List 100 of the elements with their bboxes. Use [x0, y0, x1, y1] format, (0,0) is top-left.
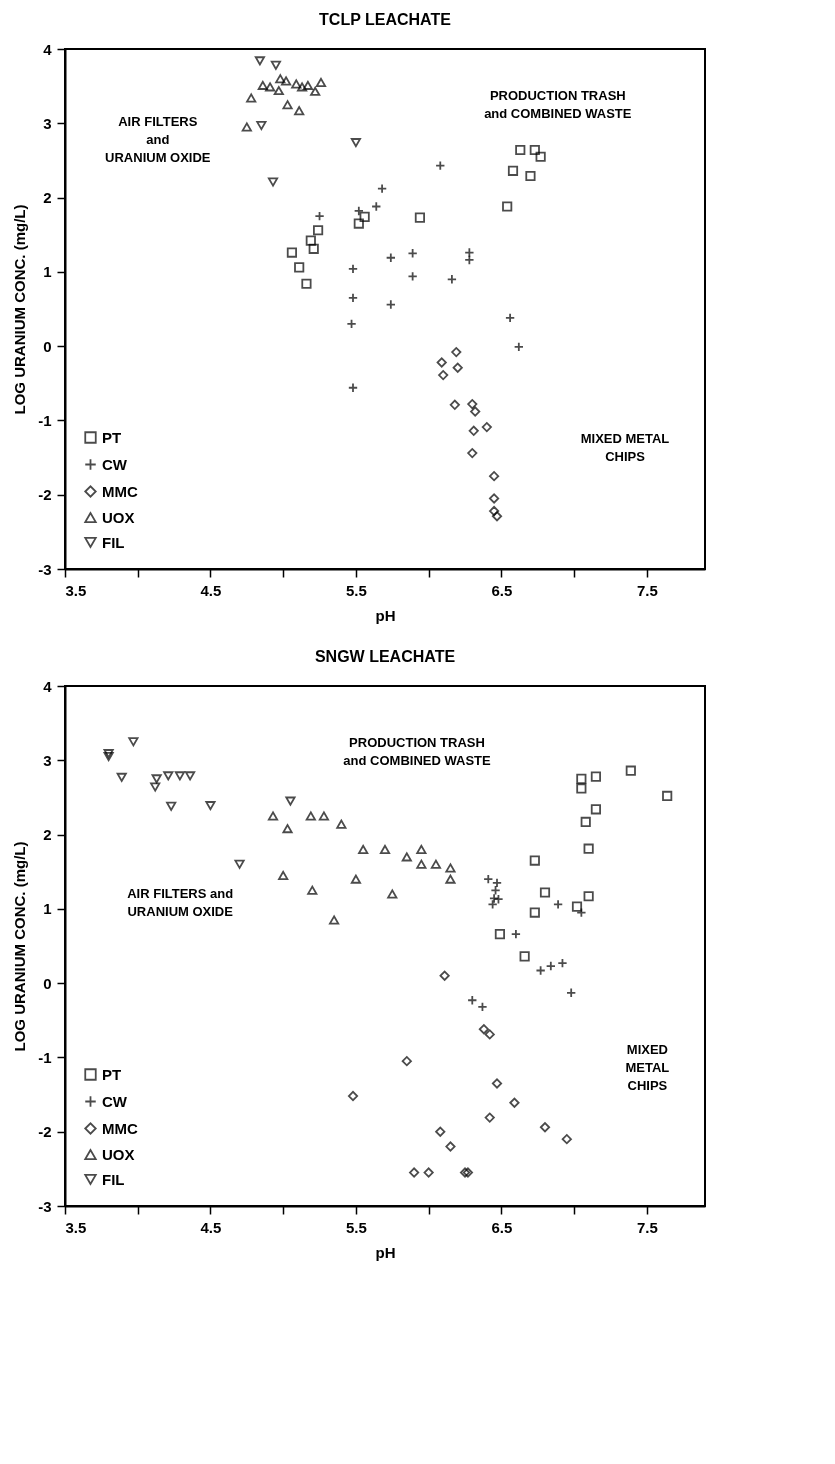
point — [387, 889, 398, 899]
x-tick-label: 3.5 — [65, 581, 87, 599]
y-tick-label: 1 — [43, 263, 52, 281]
legend-label: FIL — [102, 1170, 125, 1188]
point — [539, 887, 551, 898]
x-tick-label: 7.5 — [636, 1218, 658, 1236]
point — [423, 1167, 434, 1178]
point — [435, 1126, 446, 1137]
point — [128, 737, 139, 747]
point — [519, 951, 530, 962]
point — [535, 151, 546, 162]
point — [580, 816, 591, 828]
point — [285, 796, 296, 806]
point — [241, 122, 252, 132]
legend-label: PT — [102, 428, 122, 446]
point — [494, 929, 505, 940]
point — [445, 863, 456, 873]
y-tick-label: -3 — [38, 560, 52, 578]
y-tick-label: 3 — [43, 751, 52, 769]
point — [484, 1112, 495, 1123]
x-tick-label: 5.5 — [345, 1218, 367, 1236]
x-axis-title: pH — [375, 606, 396, 624]
x-tick-label: 3.5 — [65, 1218, 87, 1236]
point — [379, 844, 391, 854]
y-tick-label: 0 — [43, 337, 52, 355]
point — [576, 783, 587, 794]
x-tick-label: 6.5 — [491, 581, 513, 599]
point — [174, 771, 185, 781]
point — [401, 1056, 412, 1067]
point — [438, 370, 449, 381]
point — [163, 771, 174, 781]
point — [590, 771, 601, 782]
point — [452, 362, 463, 373]
y-tick-label: -3 — [38, 1197, 52, 1215]
legend-label: UOX — [102, 1145, 135, 1163]
x-tick-label: 7.5 — [636, 581, 658, 599]
point — [571, 901, 583, 912]
point — [502, 201, 513, 212]
y-tick-label: 1 — [43, 900, 52, 918]
point — [529, 907, 540, 918]
point — [347, 1090, 359, 1102]
y-tick-label: 0 — [43, 974, 52, 992]
point — [313, 225, 324, 236]
point — [281, 76, 292, 86]
point — [529, 144, 540, 156]
point — [265, 82, 276, 92]
point — [336, 819, 347, 829]
legend-label: UOX — [102, 508, 135, 526]
point — [416, 859, 427, 869]
point — [315, 77, 327, 87]
point — [489, 471, 500, 482]
point — [470, 406, 481, 417]
point — [414, 212, 425, 223]
point — [257, 80, 268, 90]
point — [297, 82, 308, 92]
point — [491, 1078, 503, 1089]
annotation: AIR FILTERS and URANIUM OXIDE — [105, 113, 211, 165]
legend-label: PT — [102, 1065, 122, 1083]
point — [305, 235, 316, 246]
point — [662, 790, 673, 802]
point — [205, 801, 216, 811]
point — [358, 844, 369, 854]
point — [282, 100, 293, 110]
point — [561, 1134, 572, 1145]
legend-label: MMC — [102, 482, 138, 500]
point — [625, 765, 636, 776]
point — [401, 852, 412, 862]
point — [308, 243, 319, 254]
point — [307, 885, 318, 895]
y-tick-label: 4 — [43, 677, 53, 695]
point — [590, 804, 601, 815]
point — [467, 399, 478, 410]
point — [436, 357, 447, 368]
point — [286, 247, 297, 258]
point — [529, 855, 540, 866]
x-tick-label: 6.5 — [491, 1218, 513, 1236]
point — [185, 771, 196, 781]
point — [583, 891, 594, 902]
annotation: AIR FILTERS and URANIUM OXIDE — [127, 886, 234, 919]
point — [267, 811, 279, 821]
y-tick-label: -1 — [38, 1048, 52, 1066]
point — [270, 60, 281, 70]
point — [583, 843, 594, 854]
point — [576, 773, 587, 784]
annotation: PRODUCTION TRASH and COMBINED WASTE — [343, 735, 491, 769]
point — [116, 772, 127, 782]
x-tick-label: 5.5 — [345, 581, 367, 599]
legend-label: CW — [102, 455, 128, 473]
annotation: MIXED METAL CHIPS — [625, 1042, 670, 1093]
point — [409, 1167, 420, 1178]
point — [451, 347, 462, 358]
point — [353, 218, 364, 229]
point — [166, 801, 177, 811]
point — [416, 844, 427, 854]
point — [484, 1029, 495, 1040]
point — [539, 1122, 551, 1133]
point — [151, 774, 162, 784]
point — [318, 811, 329, 821]
point — [273, 86, 284, 96]
legend-label: MMC — [102, 1119, 138, 1137]
